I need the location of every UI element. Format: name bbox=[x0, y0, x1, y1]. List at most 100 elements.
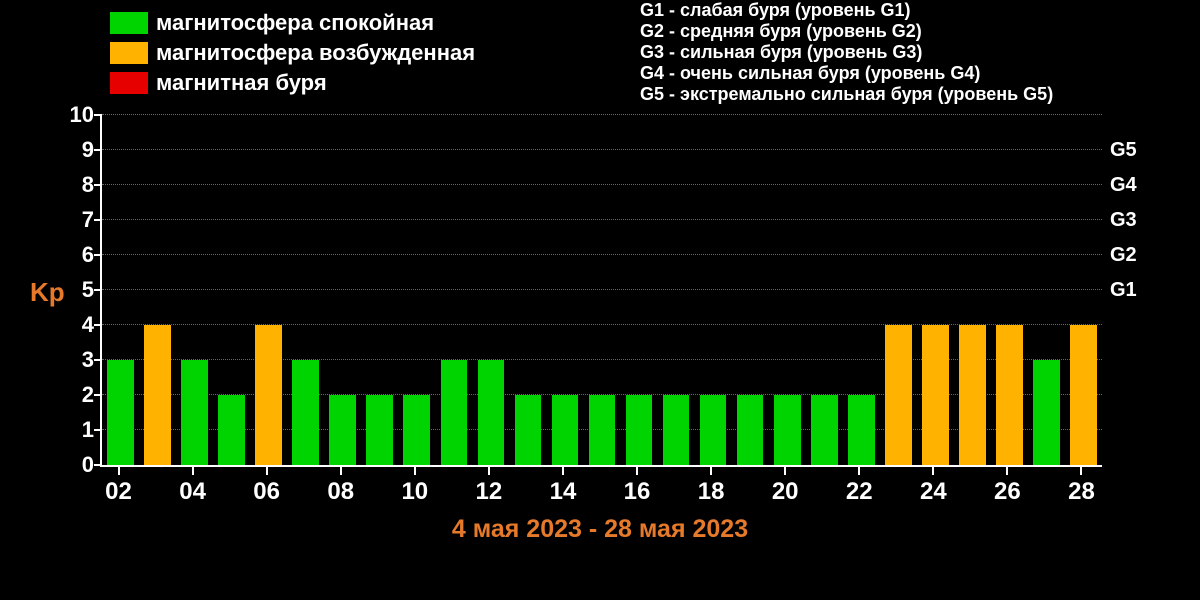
g-level-right-label: G2 bbox=[1110, 245, 1137, 265]
legend-swatch-storm bbox=[110, 72, 148, 94]
y-tick-label: 5 bbox=[60, 279, 94, 301]
y-tick-label: 0 bbox=[60, 454, 94, 476]
bar bbox=[922, 325, 949, 465]
y-tick-mark bbox=[94, 359, 102, 361]
x-tick-label: 08 bbox=[323, 478, 359, 506]
bar bbox=[700, 395, 727, 465]
x-tick-label: 28 bbox=[1063, 478, 1099, 506]
x-tick-mark bbox=[636, 465, 638, 475]
bar bbox=[515, 395, 542, 465]
g-level-line: G1 - слабая буря (уровень G1) bbox=[640, 0, 1053, 21]
y-tick-mark bbox=[94, 219, 102, 221]
y-tick-label: 3 bbox=[60, 349, 94, 371]
x-tick-mark bbox=[858, 465, 860, 475]
x-tick-label: 26 bbox=[989, 478, 1025, 506]
x-tick-mark bbox=[784, 465, 786, 475]
x-tick-mark bbox=[414, 465, 416, 475]
x-tick-label: 20 bbox=[767, 478, 803, 506]
bar bbox=[959, 325, 986, 465]
y-tick-mark bbox=[94, 394, 102, 396]
y-tick-label: 8 bbox=[60, 174, 94, 196]
legend-item: магнитная буря bbox=[110, 68, 475, 98]
x-tick-mark bbox=[192, 465, 194, 475]
chart-frame: магнитосфера спокойная магнитосфера возб… bbox=[0, 0, 1200, 600]
x-tick-label: 16 bbox=[619, 478, 655, 506]
legend-label: магнитосфера спокойная bbox=[156, 10, 434, 36]
x-tick-label: 10 bbox=[397, 478, 433, 506]
bars-container bbox=[102, 115, 1102, 465]
g-level-right-label: G1 bbox=[1110, 280, 1137, 300]
y-tick-mark bbox=[94, 149, 102, 151]
bar bbox=[181, 360, 208, 465]
y-tick-mark bbox=[94, 254, 102, 256]
bar bbox=[885, 325, 912, 465]
x-tick-mark bbox=[1080, 465, 1082, 475]
g-level-line: G4 - очень сильная буря (уровень G4) bbox=[640, 63, 1053, 84]
g-level-descriptions: G1 - слабая буря (уровень G1) G2 - средн… bbox=[640, 0, 1053, 105]
x-tick-mark bbox=[266, 465, 268, 475]
y-tick-label: 9 bbox=[60, 139, 94, 161]
y-tick-label: 1 bbox=[60, 419, 94, 441]
bar bbox=[366, 395, 393, 465]
date-range-subtitle: 4 мая 2023 - 28 мая 2023 bbox=[0, 515, 1200, 544]
x-tick-label: 14 bbox=[545, 478, 581, 506]
bar bbox=[478, 360, 505, 465]
y-tick-label: 4 bbox=[60, 314, 94, 336]
g-level-right-label: G4 bbox=[1110, 175, 1137, 195]
bar bbox=[255, 325, 282, 465]
x-tick-label: 02 bbox=[101, 478, 137, 506]
bar bbox=[589, 395, 616, 465]
bar bbox=[403, 395, 430, 465]
bar bbox=[848, 395, 875, 465]
x-tick-label: 12 bbox=[471, 478, 507, 506]
bar bbox=[1070, 325, 1097, 465]
g-level-line: G3 - сильная буря (уровень G3) bbox=[640, 42, 1053, 63]
g-level-right-label: G5 bbox=[1110, 140, 1137, 160]
y-tick-label: 7 bbox=[60, 209, 94, 231]
bar bbox=[996, 325, 1023, 465]
y-tick-mark bbox=[94, 184, 102, 186]
legend-item: магнитосфера возбужденная bbox=[110, 38, 475, 68]
g-level-line: G2 - средняя буря (уровень G2) bbox=[640, 21, 1053, 42]
x-tick-mark bbox=[710, 465, 712, 475]
bar bbox=[107, 360, 134, 465]
y-tick-mark bbox=[94, 429, 102, 431]
bar bbox=[626, 395, 653, 465]
bar bbox=[144, 325, 171, 465]
bar bbox=[441, 360, 468, 465]
x-tick-label: 24 bbox=[915, 478, 951, 506]
chart-plot-area bbox=[100, 115, 1102, 467]
y-tick-label: 10 bbox=[60, 104, 94, 126]
x-tick-mark bbox=[488, 465, 490, 475]
bar bbox=[811, 395, 838, 465]
x-tick-mark bbox=[118, 465, 120, 475]
bar bbox=[292, 360, 319, 465]
y-tick-mark bbox=[94, 289, 102, 291]
x-tick-mark bbox=[340, 465, 342, 475]
y-tick-mark bbox=[94, 114, 102, 116]
bar bbox=[737, 395, 764, 465]
x-tick-label: 04 bbox=[175, 478, 211, 506]
y-tick-mark bbox=[94, 324, 102, 326]
bar bbox=[329, 395, 356, 465]
y-tick-label: 6 bbox=[60, 244, 94, 266]
legend-label: магнитная буря bbox=[156, 70, 327, 96]
legend-label: магнитосфера возбужденная bbox=[156, 40, 475, 66]
g-level-line: G5 - экстремально сильная буря (уровень … bbox=[640, 84, 1053, 105]
x-tick-label: 22 bbox=[841, 478, 877, 506]
x-tick-label: 18 bbox=[693, 478, 729, 506]
bar bbox=[552, 395, 579, 465]
y-tick-label: 2 bbox=[60, 384, 94, 406]
x-tick-label: 06 bbox=[249, 478, 285, 506]
g-level-right-label: G3 bbox=[1110, 210, 1137, 230]
legend-swatch-excited bbox=[110, 42, 148, 64]
y-tick-mark bbox=[94, 464, 102, 466]
bar bbox=[663, 395, 690, 465]
legend-swatch-calm bbox=[110, 12, 148, 34]
legend: магнитосфера спокойная магнитосфера возб… bbox=[110, 8, 475, 98]
x-tick-mark bbox=[1006, 465, 1008, 475]
bar bbox=[1033, 360, 1060, 465]
legend-item: магнитосфера спокойная bbox=[110, 8, 475, 38]
x-tick-mark bbox=[932, 465, 934, 475]
x-tick-mark bbox=[562, 465, 564, 475]
